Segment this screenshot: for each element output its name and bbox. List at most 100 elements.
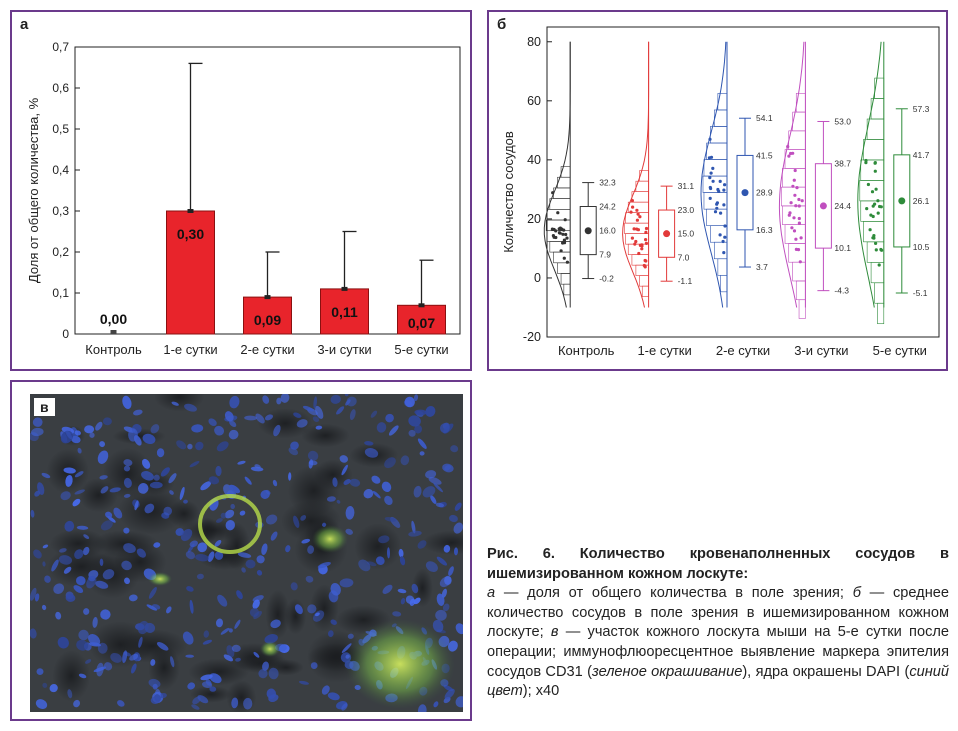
data-point: [786, 145, 790, 149]
nucleus: [205, 679, 212, 686]
data-point: [797, 216, 801, 221]
nucleus: [42, 682, 48, 688]
nucleus: [180, 528, 193, 542]
data-point: [561, 232, 565, 236]
x-tick-label: 5-е сутки: [873, 343, 927, 358]
nucleus: [442, 463, 454, 473]
bar-value-label: 0,00: [100, 311, 127, 327]
nucleus: [100, 609, 111, 620]
nucleus: [71, 435, 81, 444]
nucleus: [35, 699, 48, 710]
nucleus: [73, 585, 84, 594]
data-point: [635, 208, 639, 212]
data-point: [722, 251, 726, 255]
nucleus: [261, 543, 268, 555]
stat-label: 23.0: [678, 205, 695, 215]
nucleus: [224, 509, 235, 519]
nucleus: [300, 515, 307, 521]
plot-frame: [546, 26, 940, 338]
nucleus: [122, 395, 132, 410]
histogram-bin: [717, 93, 728, 111]
dark-region: [223, 522, 251, 571]
violin-curve: [700, 41, 727, 308]
mean-point: [584, 227, 592, 235]
nucleus: [142, 433, 156, 445]
nucleus: [388, 425, 399, 436]
stat-label: 57.3: [913, 104, 930, 114]
nucleus: [288, 447, 299, 456]
nucleus: [228, 628, 233, 633]
y-tick-label: 0,7: [52, 40, 69, 54]
y-axis-label: Доля от общего количества, %: [26, 97, 41, 283]
stat-label: -1.1: [678, 276, 693, 286]
nucleus: [215, 618, 224, 628]
bar-value-label: 0,09: [254, 312, 281, 328]
data-point: [632, 227, 636, 231]
nucleus: [129, 653, 139, 661]
nucleus: [301, 538, 311, 544]
nucleus: [436, 556, 448, 566]
nucleus: [159, 692, 167, 699]
caption-text-3: — участок кожного лоскута мыши на 5-е су…: [487, 624, 949, 680]
stat-label: 7.0: [678, 252, 690, 262]
nucleus: [262, 661, 269, 671]
nucleus: [314, 612, 320, 617]
data-point: [643, 265, 647, 269]
nucleus: [419, 451, 425, 456]
nucleus: [88, 642, 102, 647]
caption-text-1: — доля от общего количества в поле зрени…: [495, 585, 853, 602]
stat-label: 10.5: [913, 242, 930, 252]
data-point: [644, 226, 649, 231]
data-point: [874, 241, 878, 245]
nucleus: [109, 487, 121, 493]
histogram-bin: [710, 225, 728, 243]
fluorescence-image: [30, 394, 463, 712]
nucleus: [430, 495, 437, 504]
nucleus: [225, 520, 236, 531]
nucleus: [183, 499, 188, 504]
nucleus: [298, 680, 310, 685]
y-tick-label: 0,6: [52, 81, 69, 95]
caption-part-a: а: [487, 585, 496, 602]
data-point: [791, 151, 795, 155]
nucleus: [436, 593, 445, 606]
histogram-bin: [795, 280, 806, 301]
nucleus: [364, 441, 374, 446]
nucleus: [58, 555, 73, 565]
nucleus: [439, 423, 450, 433]
nucleus: [264, 414, 274, 421]
nucleus: [358, 559, 371, 572]
nucleus: [244, 476, 252, 485]
data-point: [876, 211, 880, 215]
histogram-bin: [781, 186, 806, 207]
nucleus: [346, 396, 357, 407]
nucleus: [128, 428, 138, 442]
nucleus: [191, 424, 204, 433]
mean-point: [663, 230, 671, 238]
nucleus: [237, 460, 246, 465]
data-point: [638, 215, 642, 219]
dark-region: [301, 423, 350, 448]
nucleus: [234, 619, 241, 629]
nucleus: [123, 527, 130, 534]
nucleus: [417, 540, 427, 549]
nucleus: [336, 499, 341, 504]
mean-marker: [264, 295, 271, 300]
stat-label: 38.7: [834, 159, 851, 169]
data-point: [634, 239, 638, 244]
nucleus: [349, 478, 361, 487]
nucleus: [231, 644, 241, 653]
data-point: [873, 202, 877, 206]
data-point: [719, 211, 723, 215]
nucleus: [375, 556, 385, 566]
x-tick-label: Контроль: [558, 343, 615, 358]
nucleus: [60, 491, 71, 501]
histogram-bin: [717, 258, 728, 276]
nucleus: [307, 450, 319, 461]
nucleus: [153, 474, 160, 481]
nucleus: [264, 634, 278, 644]
nucleus: [414, 424, 423, 434]
data-point: [869, 213, 873, 217]
x-tick-label: 2-е сутки: [240, 342, 294, 357]
nucleus: [293, 515, 300, 528]
